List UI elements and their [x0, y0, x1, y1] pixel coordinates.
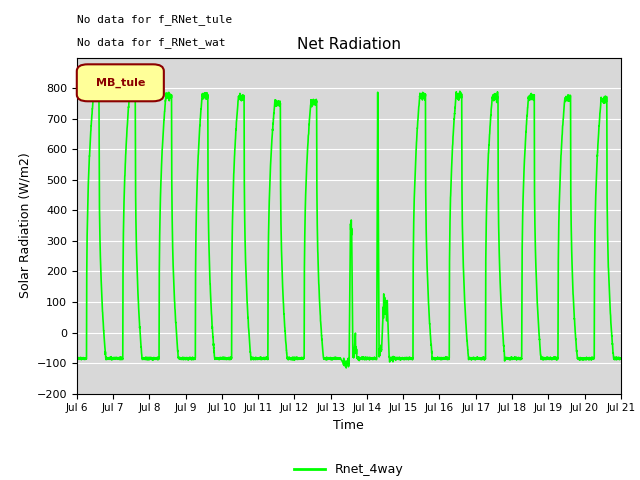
- Text: No data for f_RNet_tule: No data for f_RNet_tule: [77, 14, 232, 25]
- Y-axis label: Solar Radiation (W/m2): Solar Radiation (W/m2): [18, 153, 31, 299]
- FancyBboxPatch shape: [77, 64, 164, 101]
- Legend: Rnet_4way: Rnet_4way: [289, 458, 409, 480]
- X-axis label: Time: Time: [333, 419, 364, 432]
- Title: Net Radiation: Net Radiation: [297, 37, 401, 52]
- Text: No data for f_RNet_wat: No data for f_RNet_wat: [77, 37, 225, 48]
- Text: MB_tule: MB_tule: [95, 78, 145, 88]
